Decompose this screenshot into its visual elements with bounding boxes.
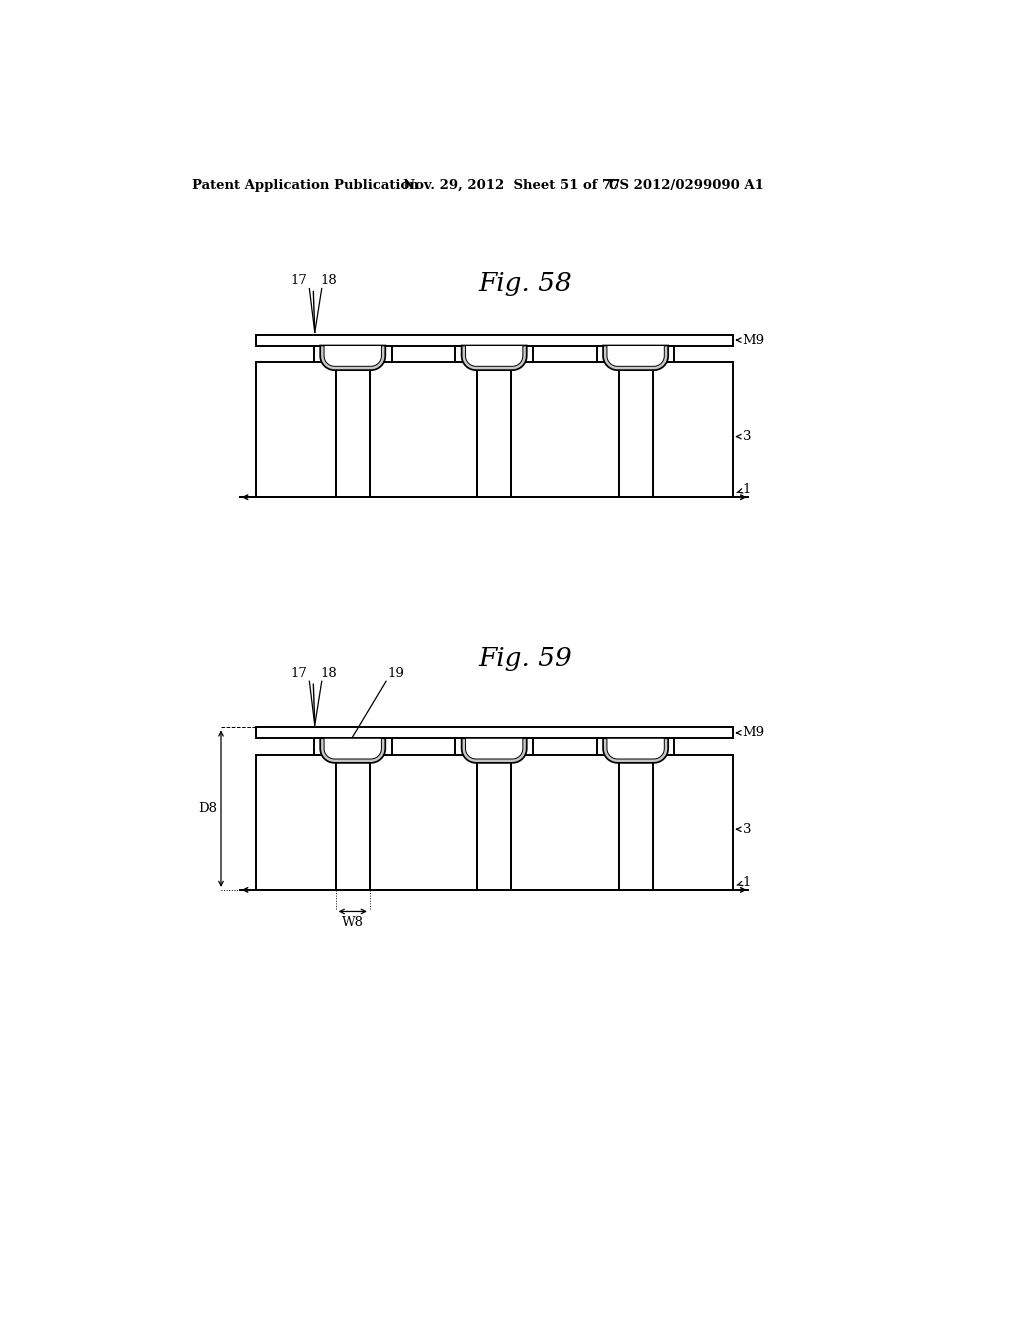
Polygon shape [462,346,526,370]
Text: 17: 17 [291,275,308,286]
Polygon shape [477,755,511,890]
Polygon shape [314,738,391,890]
Polygon shape [324,738,381,759]
Polygon shape [607,738,665,759]
Polygon shape [256,727,732,738]
Polygon shape [607,346,665,367]
Polygon shape [256,335,732,346]
Polygon shape [603,346,669,370]
Text: 18: 18 [321,275,337,286]
Text: Fig. 59: Fig. 59 [478,647,571,672]
Polygon shape [321,346,385,370]
Text: 1: 1 [737,875,751,888]
Text: 19: 19 [388,667,404,680]
Polygon shape [597,738,675,890]
Text: 18: 18 [321,667,337,680]
Text: Fig. 58: Fig. 58 [478,271,571,296]
Polygon shape [462,738,526,763]
Text: M9: M9 [736,726,765,739]
Polygon shape [321,738,385,763]
Polygon shape [256,755,732,890]
Text: D8: D8 [198,803,217,816]
Polygon shape [456,346,532,498]
Polygon shape [314,346,391,498]
Text: Nov. 29, 2012  Sheet 51 of 77: Nov. 29, 2012 Sheet 51 of 77 [403,178,621,191]
Text: US 2012/0299090 A1: US 2012/0299090 A1 [608,178,764,191]
Polygon shape [597,346,675,498]
Polygon shape [466,738,523,759]
Polygon shape [603,738,669,763]
Text: M9: M9 [736,334,765,347]
Text: 3: 3 [736,822,751,836]
Polygon shape [618,363,652,498]
Polygon shape [618,755,652,890]
Polygon shape [466,346,523,367]
Polygon shape [324,346,381,367]
Text: W8: W8 [342,916,364,929]
Text: 17: 17 [291,667,308,680]
Polygon shape [256,363,732,498]
Polygon shape [336,363,370,498]
Text: 3: 3 [736,430,751,444]
Polygon shape [336,755,370,890]
Text: 1: 1 [737,483,751,496]
Polygon shape [456,738,532,890]
Text: Patent Application Publication: Patent Application Publication [193,178,419,191]
Polygon shape [477,363,511,498]
